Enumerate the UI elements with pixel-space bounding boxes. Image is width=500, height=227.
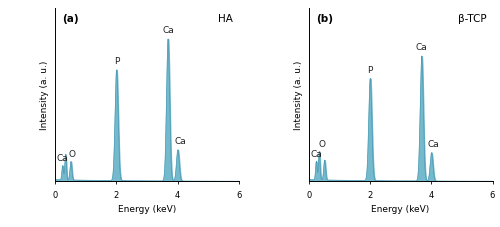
Text: Ca: Ca <box>416 43 428 52</box>
Text: (a): (a) <box>62 14 79 24</box>
Y-axis label: Intensity (a. u.): Intensity (a. u.) <box>40 61 50 130</box>
Text: Ca: Ca <box>162 26 174 35</box>
Text: β-TCP: β-TCP <box>458 14 487 24</box>
Text: O: O <box>318 139 326 148</box>
X-axis label: Energy (keV): Energy (keV) <box>372 204 430 213</box>
Text: Ca: Ca <box>57 153 68 162</box>
Text: Ca: Ca <box>428 139 440 148</box>
Y-axis label: Intensity (a. u.): Intensity (a. u.) <box>294 61 303 130</box>
Text: Ca: Ca <box>310 149 322 158</box>
Text: HA: HA <box>218 14 234 24</box>
X-axis label: Energy (keV): Energy (keV) <box>118 204 176 213</box>
Text: P: P <box>114 57 119 66</box>
Text: (b): (b) <box>316 14 333 24</box>
Text: Ca: Ca <box>174 136 186 145</box>
Text: P: P <box>368 66 373 75</box>
Text: O: O <box>68 149 75 158</box>
